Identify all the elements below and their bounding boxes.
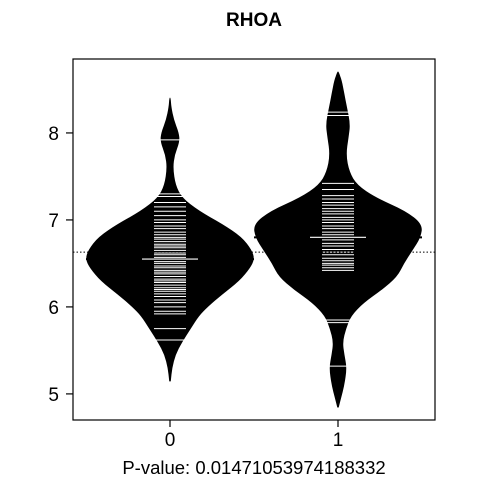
x-tick-label-0: 0 bbox=[165, 430, 176, 451]
y-tick-label-6: 6 bbox=[48, 298, 59, 319]
beans-layer bbox=[73, 71, 435, 408]
y-axis: 5 6 7 8 bbox=[48, 124, 73, 406]
x-tick-label-1: 1 bbox=[333, 430, 344, 451]
y-tick-label-7: 7 bbox=[48, 211, 59, 232]
y-tick-label-5: 5 bbox=[48, 385, 59, 406]
x-axis-label: P-value: 0.01471053974188332 bbox=[122, 457, 385, 478]
y-tick-label-8: 8 bbox=[48, 124, 59, 145]
chart-title: RHOA bbox=[226, 10, 282, 31]
plot-frame bbox=[72, 58, 436, 421]
